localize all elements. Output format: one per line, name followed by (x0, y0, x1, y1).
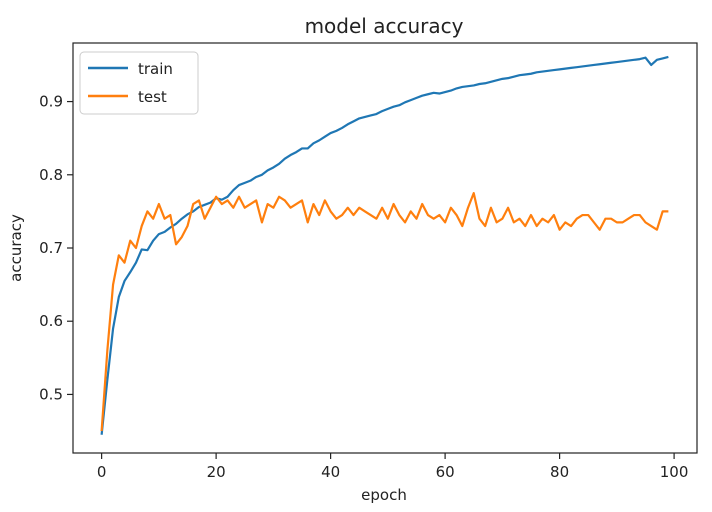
x-tick-label: 40 (321, 463, 340, 481)
x-tick-label: 0 (97, 463, 107, 481)
x-tick-label: 20 (207, 463, 226, 481)
chart-title: model accuracy (305, 14, 464, 38)
x-axis-ticks: 0 20 40 60 80 100 (97, 453, 689, 481)
y-tick-label: 0.8 (39, 166, 63, 184)
x-tick-label: 80 (550, 463, 569, 481)
series-line-test (100, 191, 669, 432)
x-axis-label: epoch (361, 486, 407, 504)
legend-label-test: test (138, 88, 167, 106)
x-tick-label: 60 (436, 463, 455, 481)
legend-label-train: train (138, 60, 173, 78)
y-tick-label: 0.6 (39, 312, 63, 330)
legend: train test (79, 51, 199, 115)
series-layer (100, 55, 669, 435)
series-line-train (100, 55, 669, 435)
y-axis-ticks: 0.5 0.6 0.7 0.8 0.9 (39, 93, 73, 403)
y-axis-label: accuracy (7, 214, 25, 282)
y-tick-label: 0.5 (39, 385, 63, 403)
x-tick-label: 100 (660, 463, 689, 481)
y-tick-label: 0.9 (39, 93, 63, 111)
y-tick-label: 0.7 (39, 239, 63, 257)
